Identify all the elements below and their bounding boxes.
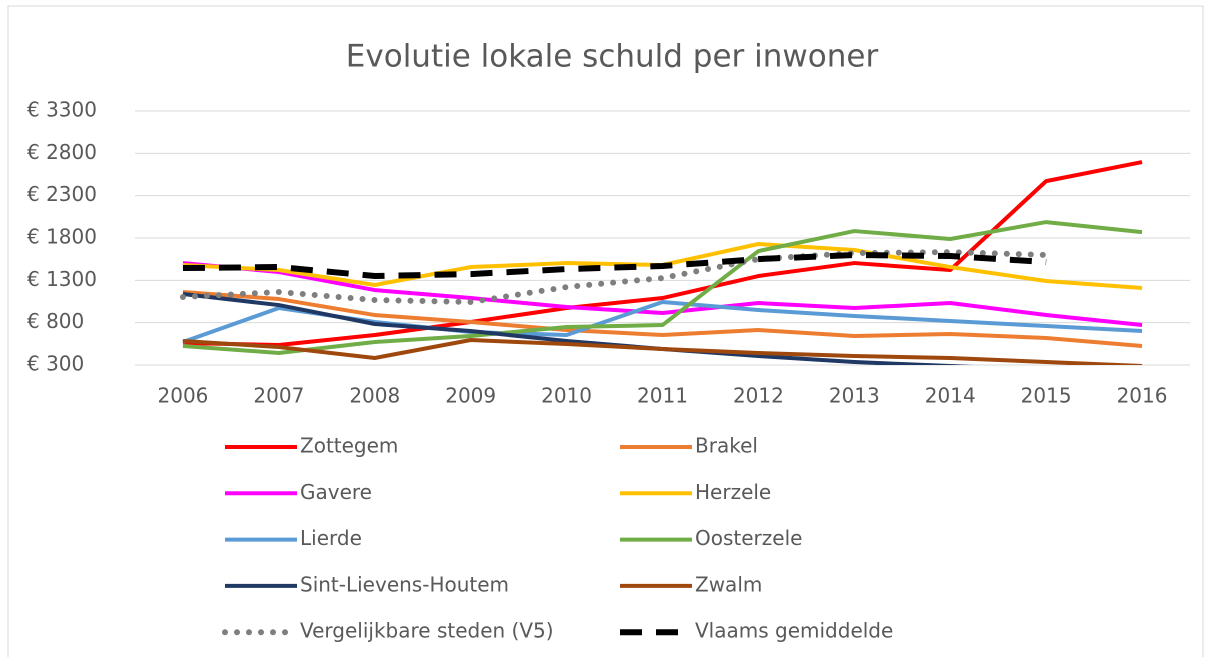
legend-label: Oosterzele xyxy=(695,526,802,550)
y-tick-label: € 3300 xyxy=(27,98,97,122)
y-tick-label: € 2300 xyxy=(27,182,97,206)
legend-label: Sint-Lievens-Houtem xyxy=(300,572,509,596)
x-tick-label: 2008 xyxy=(349,384,400,408)
legend-label: Vergelijkbare steden (V5) xyxy=(300,619,554,643)
x-tick-label: 2012 xyxy=(733,384,784,408)
x-tick-label: 2015 xyxy=(1021,384,1072,408)
y-tick-label: € 1800 xyxy=(27,225,97,249)
x-tick-label: 2009 xyxy=(445,384,496,408)
x-tick-label: 2007 xyxy=(253,384,304,408)
x-tick-label: 2011 xyxy=(637,384,688,408)
legend-label: Gavere xyxy=(300,480,372,504)
legend-label: Brakel xyxy=(695,434,758,458)
y-tick-label: € 2800 xyxy=(27,140,97,164)
series-line xyxy=(182,160,1143,348)
x-tick-label: 2016 xyxy=(1117,384,1168,408)
plot-area xyxy=(179,160,1143,365)
legend-label: Herzele xyxy=(695,480,771,504)
x-tick-label: 2014 xyxy=(925,384,976,408)
series-line xyxy=(182,261,1143,328)
legend-label: Vlaams gemiddelde xyxy=(695,619,893,643)
y-tick-label: € 300 xyxy=(27,352,84,376)
series-line xyxy=(182,290,1143,349)
series-line xyxy=(182,338,1143,365)
legend-label: Lierde xyxy=(300,526,362,550)
legend-label: Zwalm xyxy=(695,572,762,596)
y-tick-label: € 1300 xyxy=(27,267,97,291)
y-tick-label: € 800 xyxy=(27,309,84,333)
series-line xyxy=(182,252,1047,280)
x-tick-label: 2010 xyxy=(541,384,592,408)
series-line xyxy=(179,249,1050,306)
chart-title: Evolutie lokale schuld per inwoner xyxy=(346,39,879,75)
x-tick-label: 2006 xyxy=(158,384,209,408)
legend-label: Zottegem xyxy=(300,434,398,458)
x-tick-label: 2013 xyxy=(829,384,880,408)
series-line xyxy=(182,220,1143,355)
